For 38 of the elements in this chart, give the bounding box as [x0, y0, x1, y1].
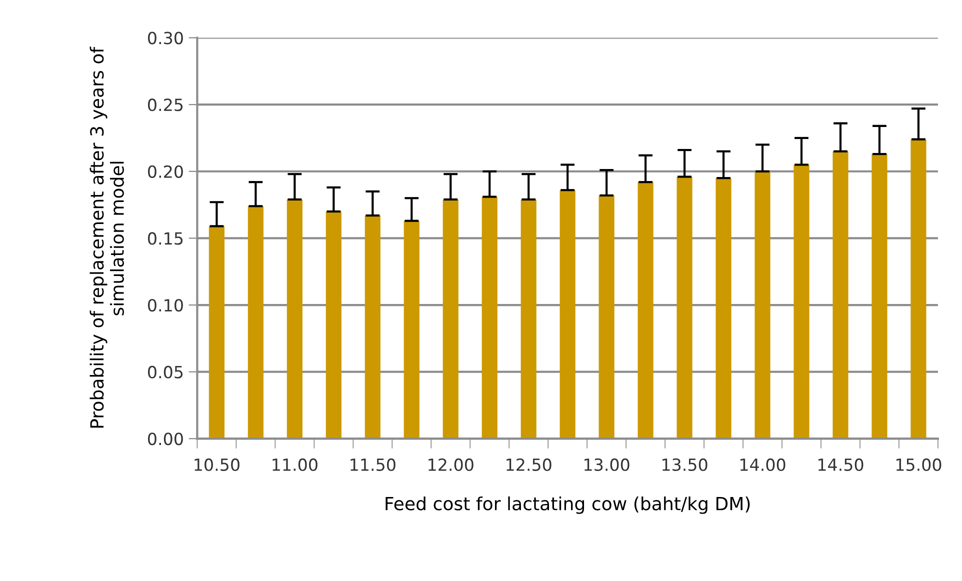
bar — [794, 164, 810, 439]
x-tick-label: 13.00 — [584, 458, 630, 471]
x-tick-label: 10.50 — [194, 458, 240, 471]
bar — [208, 226, 224, 439]
y-tick-label: 0.25 — [148, 98, 183, 112]
bar — [638, 182, 654, 439]
y-tick-label: 0.05 — [148, 366, 183, 378]
bar — [832, 151, 848, 439]
x-tick-label: 14.00 — [740, 458, 786, 471]
x-tick-label: 15.00 — [896, 458, 942, 471]
bar — [716, 178, 732, 439]
bar — [404, 220, 420, 439]
y-tick-label: 0.15 — [148, 232, 183, 245]
x-tick-label: 12.00 — [428, 458, 474, 471]
x-axis-title: Feed cost for lactating cow (baht/kg DM) — [386, 496, 750, 514]
x-tick-label: 11.00 — [272, 458, 318, 471]
x-tick-label: 12.50 — [506, 458, 552, 471]
y-tick-label: 0.00 — [148, 432, 183, 446]
y-tick-label: 0.20 — [148, 165, 183, 178]
bar — [872, 154, 888, 439]
bar — [248, 206, 264, 439]
bar — [520, 199, 536, 439]
y-axis-title: Probability of replacement after 3 years of simulation model — [90, 46, 124, 428]
x-tick-label: 13.50 — [662, 458, 708, 471]
x-tick-label: 11.50 — [350, 458, 396, 471]
bar — [598, 195, 614, 439]
y-tick-label: 0.30 — [148, 32, 183, 44]
bar — [326, 211, 342, 439]
bar — [560, 190, 576, 439]
bar — [364, 215, 380, 439]
bar — [286, 199, 302, 439]
x-tick-label: 14.50 — [818, 458, 864, 471]
bar — [676, 176, 692, 439]
bar — [910, 139, 926, 439]
bar — [754, 171, 770, 439]
y-tick-label: 0.10 — [148, 298, 183, 312]
bar — [482, 196, 498, 439]
bar — [442, 199, 458, 439]
